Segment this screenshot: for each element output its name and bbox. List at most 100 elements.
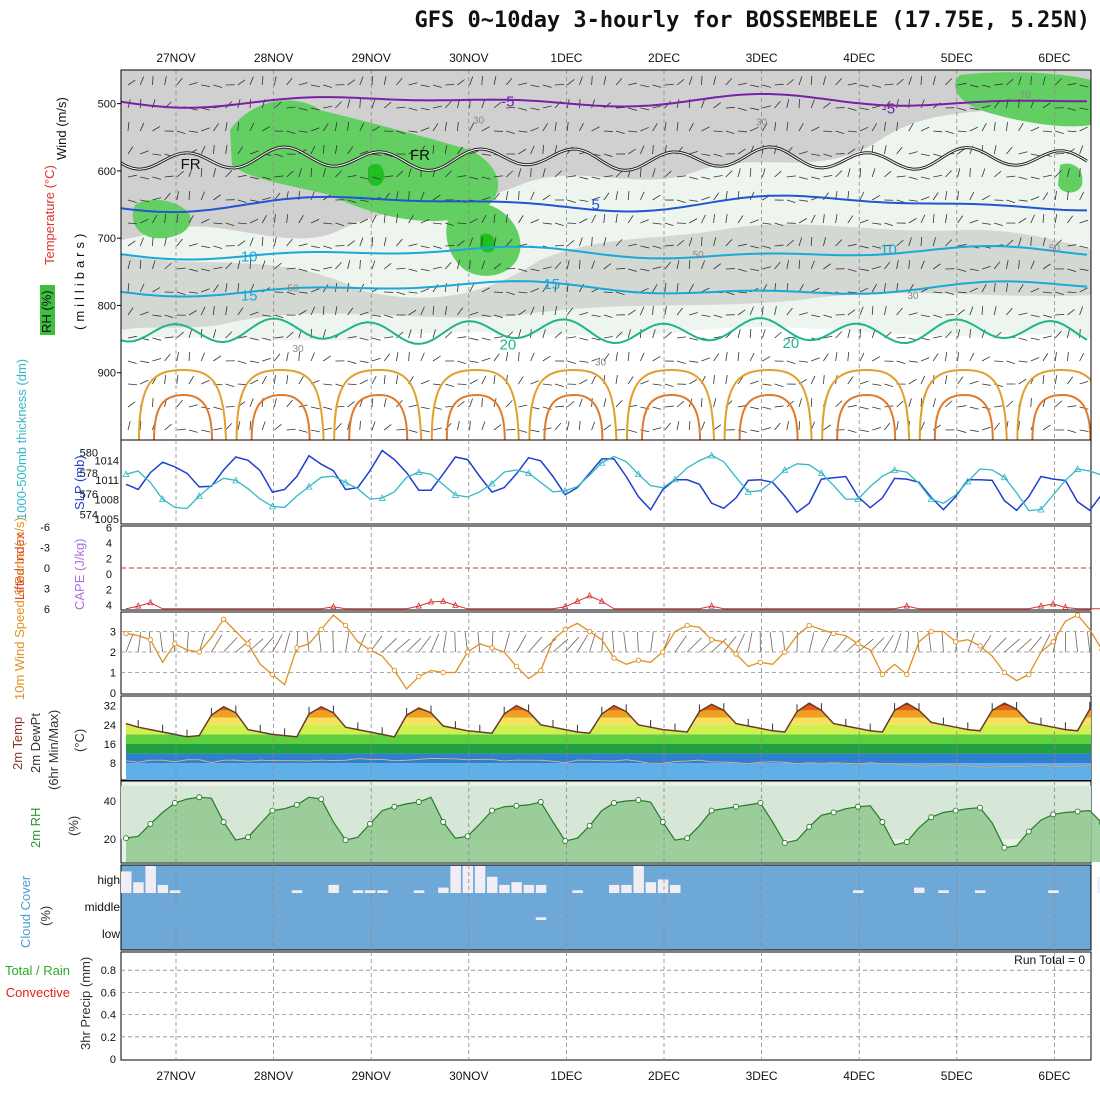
rh2m-point [415,799,422,805]
wind10m-barb [125,633,134,653]
wind-barb [127,199,137,203]
wind-barb [335,170,343,178]
wind-barb [530,219,540,224]
wind-barb [798,237,803,247]
wind-barb [554,306,558,316]
wind-barb [261,236,264,247]
wind-barb [847,405,857,408]
wind-barb [444,283,447,293]
wind-barb [469,420,471,431]
wind-barb [1042,214,1045,224]
wind10m-barb [650,632,654,653]
wind-barb [1067,244,1077,247]
wind-barb [640,145,645,155]
rh2m-point [684,835,691,842]
wind-barb [1042,102,1051,109]
wind-barb [872,427,881,431]
wind-barb [408,168,412,178]
wind-barb [310,406,320,410]
cloud-bar-high [535,884,547,893]
wind-barb [969,287,979,293]
wind-barb [749,306,754,316]
isotherm-30-dome [641,393,701,440]
wind10m-barb [332,631,334,653]
wind-barb [323,383,333,386]
wind-barb [798,398,803,408]
wind-barb [286,77,293,86]
cloud-bar-high [462,866,474,893]
isotherm-25-dome [626,368,715,440]
wind-barb [457,336,467,339]
wind-barb [884,422,891,431]
wind-barb [1006,199,1016,204]
wind10m-point [586,628,593,635]
wind-barb [689,360,699,363]
cloud-bar-high [450,866,461,893]
wind-barb [884,244,894,247]
wind-barb [713,175,723,178]
wind-barb [566,307,574,316]
cloud-frame [120,864,1092,951]
wind-barb [676,283,679,293]
cloud-bar-high [670,884,681,893]
wind-barb [505,170,514,178]
wind-barb [1030,214,1035,224]
rh2m-point [659,819,666,825]
date-label-top: 28NOV [254,51,293,65]
cloud-bar-high [121,871,132,893]
wind10m-point [489,645,495,651]
wind-barb [994,405,1004,408]
wind-barb [432,427,442,431]
contour-label: 30 [907,291,919,302]
wind-barb [1079,245,1089,249]
wind-barb [444,331,453,339]
wind-barb [774,422,781,431]
wind-barb [725,78,733,86]
rh2m-point [269,807,276,814]
wind-barb [457,401,465,408]
wind-barb [884,83,894,86]
wind-barb [798,76,803,86]
wind-barb [603,336,613,339]
slp-thickness-panel: 574 576 578 580 1005 1008 1011 1014 1000-500mb … [14,359,1100,526]
wind-barb [323,427,333,431]
wind-barb [603,291,613,294]
wind-barb [164,192,171,201]
wind10m-barb [1016,638,1032,653]
wind-barb [774,244,784,247]
wind-barb [347,146,354,155]
wind10m-barb [769,632,773,653]
wind-barb [298,130,308,133]
wind-barb [945,400,953,408]
wind-barb [164,214,167,224]
isotherm-25-dome [723,368,813,440]
wind-barb [432,194,441,201]
wind-barb [1030,196,1040,201]
wind-barb [347,222,357,225]
wind-barb [542,222,552,225]
wind-barb [383,424,392,431]
wind-barb [152,125,161,132]
cape-tick-label: 4 [106,538,112,550]
wind-barb [237,336,247,339]
wind-barb [1079,380,1089,385]
wind-barb [127,79,136,86]
wind-barb [579,398,583,408]
wind-barb [554,83,565,86]
rh2m-point [489,807,495,814]
wind-barb [920,176,930,180]
wind-barb [481,314,491,317]
wind-barb [847,148,856,155]
wind-barb [225,406,235,408]
temperature-band [126,724,1091,735]
wind-barb [664,306,667,316]
wind-barb [628,107,637,111]
wind-barb [396,428,406,431]
wind-barb [542,355,551,362]
wind-barb [493,192,500,201]
wind-barb [396,77,403,86]
wind10m-barb [418,635,432,653]
wind-barb [688,379,698,385]
wind-barb [139,259,142,270]
wind-barb [347,175,357,178]
